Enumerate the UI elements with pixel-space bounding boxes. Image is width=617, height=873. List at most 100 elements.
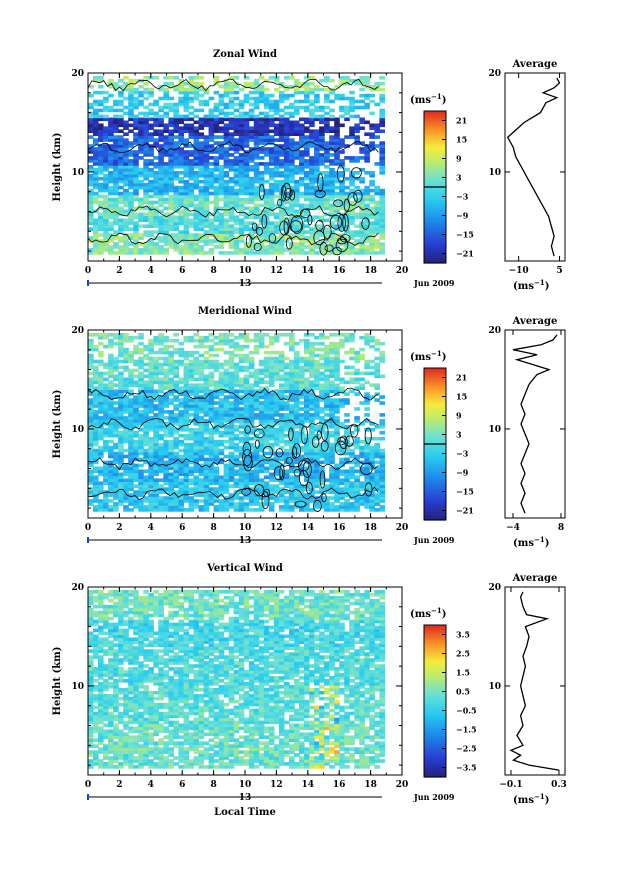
heatmap-cell bbox=[88, 159, 94, 163]
heatmap-cell bbox=[178, 218, 184, 223]
heatmap-cell bbox=[233, 206, 240, 211]
heatmap-cell bbox=[213, 457, 220, 462]
heatmap-cell bbox=[339, 162, 345, 166]
heatmap-cell bbox=[143, 165, 149, 169]
heatmap-cell bbox=[118, 442, 124, 447]
heatmap-cell bbox=[299, 153, 305, 157]
heatmap-cell bbox=[228, 502, 235, 506]
heatmap-cell bbox=[238, 191, 245, 196]
heatmap-cell bbox=[324, 484, 330, 488]
heatmap-cell bbox=[263, 502, 270, 506]
heatmap-cell bbox=[153, 502, 159, 506]
heatmap-cell bbox=[123, 141, 129, 145]
heatmap-cell bbox=[233, 168, 240, 172]
heatmap-cell bbox=[158, 123, 164, 128]
heatmap-cell bbox=[108, 454, 114, 459]
heatmap-cell bbox=[163, 179, 169, 184]
heatmap-cell bbox=[334, 194, 340, 199]
heatmap-cell bbox=[143, 96, 149, 101]
heatmap-cell bbox=[334, 422, 340, 426]
heatmap-cell bbox=[148, 188, 154, 193]
heatmap-cell bbox=[273, 236, 280, 240]
heatmap-cell bbox=[158, 499, 164, 503]
heatmap-cell bbox=[158, 505, 164, 509]
heatmap-cell bbox=[369, 200, 375, 205]
heatmap-cell bbox=[289, 126, 295, 130]
heatmap-cell bbox=[319, 162, 325, 166]
heatmap-cell bbox=[218, 481, 225, 485]
heatmap-cell bbox=[158, 251, 164, 255]
heatmap-cell bbox=[208, 96, 215, 101]
heatmap-cell bbox=[98, 245, 104, 249]
heatmap-cell bbox=[324, 93, 330, 98]
heatmap-cell bbox=[238, 377, 245, 382]
heatmap-cell bbox=[349, 472, 355, 477]
heatmap-cell bbox=[263, 398, 270, 402]
heatmap-cell bbox=[369, 135, 375, 139]
heatmap-cell bbox=[168, 475, 174, 480]
heatmap-cell bbox=[143, 469, 149, 474]
heatmap-cell bbox=[379, 466, 385, 471]
heatmap-cell bbox=[103, 114, 109, 119]
heatmap-cell bbox=[193, 84, 200, 89]
heatmap bbox=[88, 333, 385, 512]
heatmap-cell bbox=[299, 129, 305, 133]
heatmap-cell bbox=[294, 245, 300, 249]
heatmap-cell bbox=[93, 484, 99, 488]
heatmap-cell bbox=[258, 502, 265, 506]
heatmap-cell bbox=[148, 383, 154, 387]
heatmap-cell bbox=[163, 233, 169, 237]
heatmap-cell bbox=[153, 251, 159, 255]
heatmap-cell bbox=[138, 99, 144, 104]
heatmap-cell bbox=[278, 401, 285, 405]
heatmap-cell bbox=[193, 463, 200, 468]
heatmap-cell bbox=[278, 493, 285, 497]
heatmap-cell bbox=[263, 162, 270, 166]
heatmap-cell bbox=[278, 93, 285, 98]
heatmap-cell bbox=[163, 428, 169, 432]
heatmap-cell bbox=[364, 413, 370, 417]
heatmap-cell bbox=[93, 493, 99, 497]
heatmap-cell bbox=[369, 212, 375, 217]
heatmap-cell bbox=[163, 141, 169, 145]
heatmap-cell bbox=[299, 209, 305, 214]
heatmap-cell bbox=[319, 481, 325, 485]
heatmap-cell bbox=[138, 436, 144, 441]
heatmap-cell bbox=[108, 469, 114, 474]
heatmap-cell bbox=[354, 176, 360, 181]
heatmap-cell bbox=[98, 168, 104, 172]
heatmap-cell bbox=[138, 248, 144, 252]
heatmap-cell bbox=[344, 156, 350, 160]
heatmap-cell bbox=[248, 215, 255, 220]
heatmap-cell bbox=[183, 233, 190, 237]
heatmap-cell bbox=[268, 147, 275, 151]
heatmap-cell bbox=[163, 499, 169, 503]
heatmap-cell bbox=[263, 236, 270, 240]
heatmap-cell bbox=[273, 248, 280, 252]
heatmap-cell bbox=[193, 236, 200, 240]
heatmap-cell bbox=[88, 182, 94, 187]
heatmap-cell bbox=[108, 505, 114, 509]
colorbar-segment bbox=[424, 149, 446, 153]
heatmap-cell bbox=[168, 377, 174, 382]
y-tick-label: 20 bbox=[71, 69, 84, 79]
heatmap-cell bbox=[218, 168, 225, 172]
heatmap-cell bbox=[128, 197, 134, 202]
heatmap-cell bbox=[319, 153, 325, 157]
heatmap-cell bbox=[88, 499, 94, 503]
heatmap-cell bbox=[148, 490, 154, 494]
heatmap-cell bbox=[108, 138, 114, 142]
heatmap-cell bbox=[253, 173, 260, 178]
heatmap-cell bbox=[374, 135, 380, 139]
heatmap-cell bbox=[158, 410, 164, 414]
heatmap-cell bbox=[213, 386, 220, 390]
heatmap-cell bbox=[158, 200, 164, 205]
heatmap-cell bbox=[223, 487, 230, 491]
heatmap-cell bbox=[113, 168, 119, 172]
heatmap-cell bbox=[294, 490, 300, 494]
heatmap-cell bbox=[329, 203, 335, 208]
heatmap-cell bbox=[153, 215, 159, 220]
heatmap-cell bbox=[268, 162, 275, 166]
heatmap-cell bbox=[289, 120, 295, 125]
heatmap-cell bbox=[334, 224, 340, 228]
